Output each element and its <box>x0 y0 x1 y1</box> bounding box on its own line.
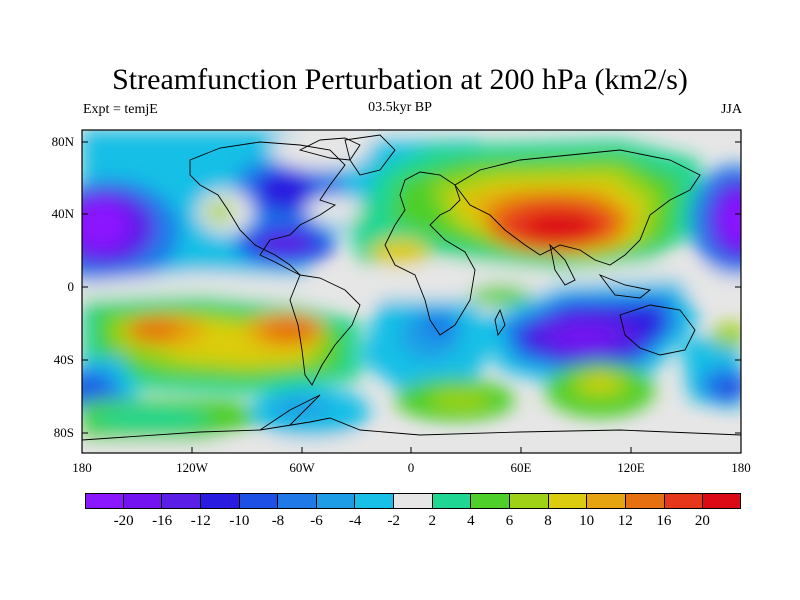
colorbar-swatch <box>316 493 356 509</box>
lat-label-40n: 40N <box>51 206 74 221</box>
season-label: JJA <box>720 102 742 117</box>
coastlines <box>82 134 741 441</box>
colorbar-label: 16 <box>656 513 672 529</box>
lon-label-120e: 120E <box>617 460 645 475</box>
colorbar-label: -8 <box>271 513 285 529</box>
colorbar-swatch <box>625 493 665 509</box>
colorbar-label: 10 <box>579 513 595 529</box>
lat-label-40s: 40S <box>53 352 74 367</box>
colorbar <box>85 493 741 509</box>
colorbar-swatch <box>510 493 549 509</box>
experiment-label: Expt = temjE <box>83 102 158 117</box>
colorbar-swatch <box>548 493 588 509</box>
lon-label-180e: 180 <box>731 460 751 475</box>
colorbar-swatch <box>587 493 626 509</box>
colorbar-label: -12 <box>190 513 211 529</box>
colorbar-swatch <box>239 493 279 509</box>
colorbar-swatch <box>123 493 163 509</box>
colorbar-swatch <box>432 493 472 509</box>
colorbar-label: 12 <box>617 513 633 529</box>
colorbar-label: -20 <box>113 513 134 529</box>
colorbar-swatch <box>278 493 317 509</box>
colorbar-swatch <box>703 493 741 509</box>
lon-label-180w: 180 <box>72 460 92 475</box>
colorbar-swatch <box>85 493 124 509</box>
colorbar-label: 8 <box>544 513 552 529</box>
colorbar-swatch <box>162 493 201 509</box>
colorbar-label: 20 <box>694 513 710 529</box>
colorbar-label: -6 <box>310 513 323 529</box>
lon-label-0: 0 <box>407 460 415 475</box>
colorbar-swatch <box>664 493 704 509</box>
colorbar-label: 6 <box>505 513 514 529</box>
colorbar-label: -16 <box>152 513 173 529</box>
lat-label-80n: 80N <box>51 134 74 149</box>
colorbar-label: -4 <box>348 513 362 529</box>
colorbar-swatch <box>471 493 511 509</box>
plot-title: Streamfunction Perturbation at 200 hPa (… <box>112 63 688 96</box>
colorbar-label: 4 <box>467 513 475 529</box>
colorbar-swatch <box>200 493 240 509</box>
colorbar-swatch <box>355 493 395 509</box>
lat-label-eq: 0 <box>67 279 75 294</box>
lon-label-120w: 120W <box>176 460 208 475</box>
lat-label-80s: 80S <box>53 425 74 440</box>
colorbar-swatch <box>394 493 433 509</box>
time-label: 03.5kyr BP <box>368 100 432 115</box>
colorbar-label: -2 <box>387 513 400 529</box>
colorbar-label: 2 <box>428 513 437 529</box>
colorbar-label: -10 <box>229 513 250 529</box>
streamfunction-field <box>82 130 741 453</box>
lon-label-60w: 60W <box>289 460 315 475</box>
lon-label-60e: 60E <box>510 460 532 475</box>
